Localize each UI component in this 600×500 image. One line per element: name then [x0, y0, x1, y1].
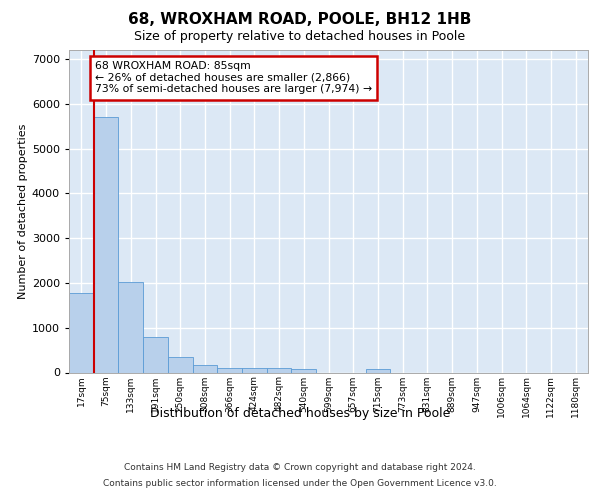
Bar — [242, 368, 267, 372]
Bar — [69, 293, 94, 372]
Bar — [193, 364, 217, 372]
Text: Contains HM Land Registry data © Crown copyright and database right 2024.: Contains HM Land Registry data © Crown c… — [124, 462, 476, 471]
Bar — [94, 117, 118, 372]
Text: Distribution of detached houses by size in Poole: Distribution of detached houses by size … — [150, 408, 450, 420]
Text: Contains public sector information licensed under the Open Government Licence v3: Contains public sector information licen… — [103, 479, 497, 488]
Bar — [143, 336, 168, 372]
Bar — [118, 282, 143, 372]
Bar — [365, 369, 390, 372]
Bar — [168, 358, 193, 372]
Text: 68 WROXHAM ROAD: 85sqm
← 26% of detached houses are smaller (2,866)
73% of semi-: 68 WROXHAM ROAD: 85sqm ← 26% of detached… — [95, 61, 372, 94]
Y-axis label: Number of detached properties: Number of detached properties — [17, 124, 28, 299]
Bar — [267, 368, 292, 372]
Text: 68, WROXHAM ROAD, POOLE, BH12 1HB: 68, WROXHAM ROAD, POOLE, BH12 1HB — [128, 12, 472, 28]
Text: Size of property relative to detached houses in Poole: Size of property relative to detached ho… — [134, 30, 466, 43]
Bar — [217, 368, 242, 372]
Bar — [292, 370, 316, 372]
